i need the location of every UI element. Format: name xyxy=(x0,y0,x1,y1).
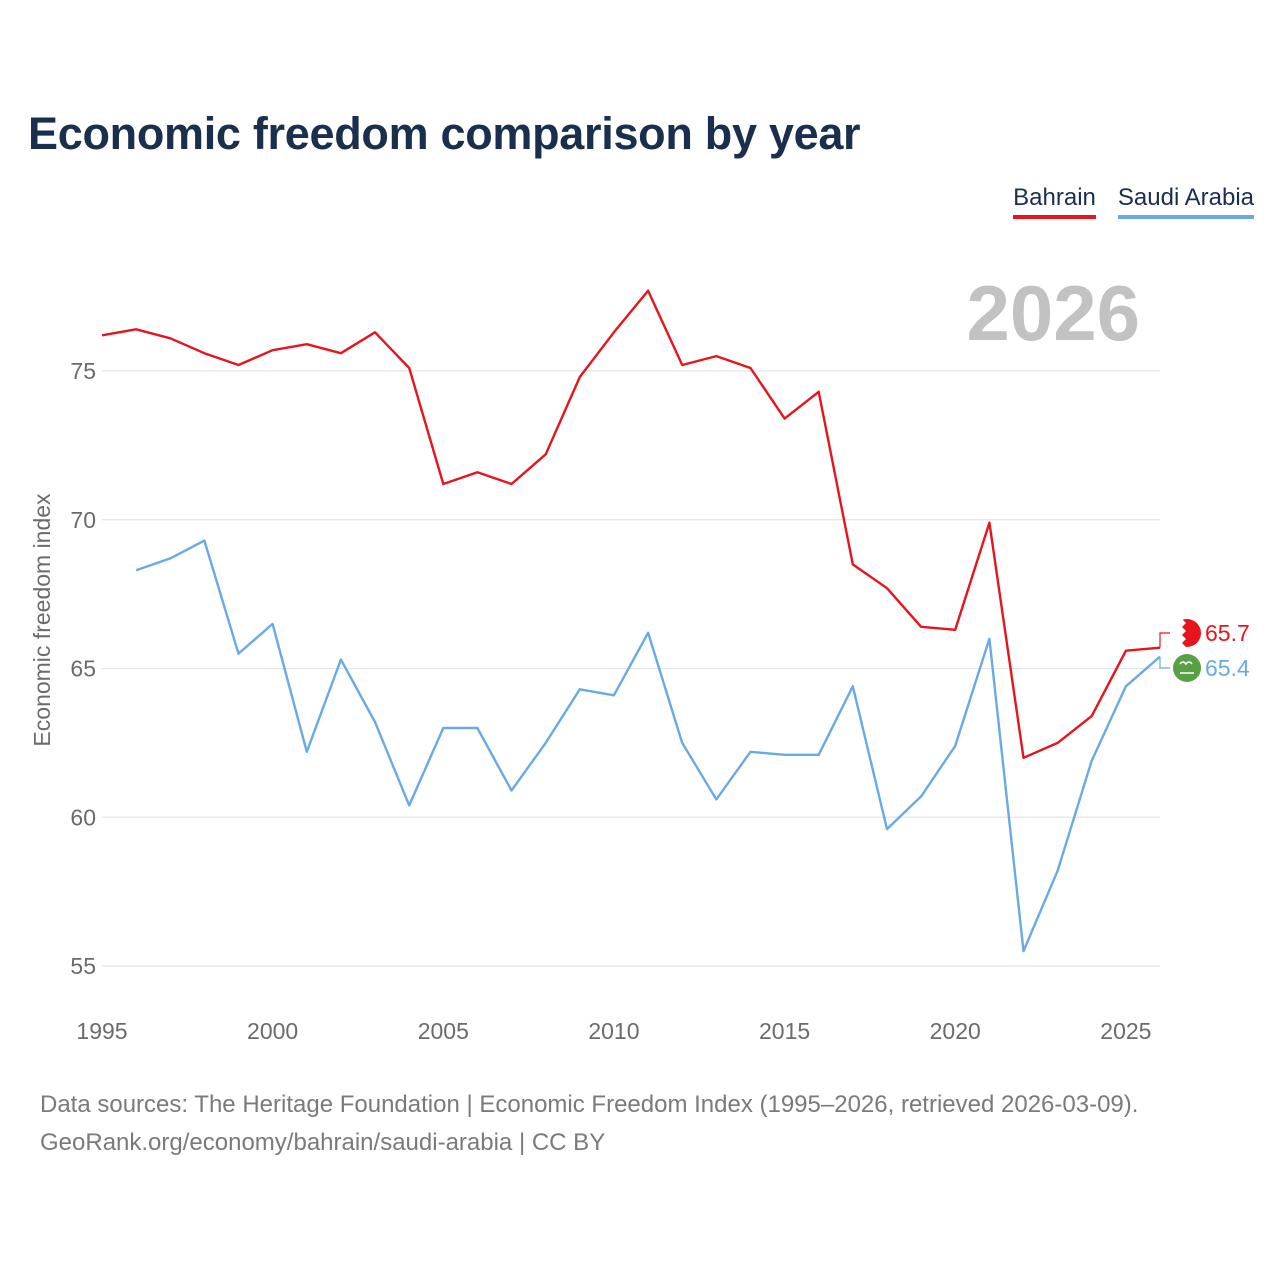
end-markers: 65.7 65.4 xyxy=(1159,619,1250,682)
y-axis-label: Economic freedom index xyxy=(29,493,55,747)
x-tick-2025: 2025 xyxy=(1100,1018,1151,1044)
x-tick-2020: 2020 xyxy=(930,1018,981,1044)
y-tick-60: 60 xyxy=(70,804,96,830)
chart-title: Economic freedom comparison by year xyxy=(28,108,861,159)
saudi-arabia-flag-icon xyxy=(1173,654,1201,682)
current-year-label: 2026 xyxy=(966,269,1140,357)
y-tick-55: 55 xyxy=(70,953,96,979)
end-leader-0 xyxy=(1159,632,1170,648)
legend-item-saudi-arabia[interactable]: Saudi Arabia xyxy=(1117,184,1254,219)
end-label-saudi-arabia: 65.4 xyxy=(1205,655,1250,681)
y-tick-65: 65 xyxy=(70,656,96,682)
footer: Data sources: The Heritage Foundation | … xyxy=(40,1086,1138,1162)
series-line-saudi-arabia xyxy=(135,539,1161,953)
line-chart: 2026 55 60 65 70 75 1995 2000 2005 2010 2015 2020… xyxy=(29,269,1250,1044)
y-tick-labels: 55 60 65 70 75 xyxy=(70,358,96,979)
legend: Bahrain Saudi Arabia xyxy=(1013,184,1254,219)
x-tick-2005: 2005 xyxy=(418,1018,469,1044)
y-tick-70: 70 xyxy=(70,507,96,533)
end-label-bahrain: 65.7 xyxy=(1205,620,1250,646)
series-line-bahrain xyxy=(101,289,1161,759)
grid-lines xyxy=(102,370,1160,967)
data-source-text: Data sources: The Heritage Foundation | … xyxy=(40,1091,1139,1118)
x-tick-2015: 2015 xyxy=(759,1018,810,1044)
end-leader-1 xyxy=(1159,656,1170,669)
attribution-text: GeoRank.org/economy/bahrain/saudi-arabia… xyxy=(40,1129,606,1156)
legend-item-bahrain[interactable]: Bahrain xyxy=(1013,184,1096,219)
x-tick-2010: 2010 xyxy=(588,1018,639,1044)
x-tick-2000: 2000 xyxy=(247,1018,298,1044)
x-tick-1995: 1995 xyxy=(76,1018,127,1044)
series-lines xyxy=(101,289,1161,953)
x-tick-labels: 1995 2000 2005 2010 2015 2020 2025 xyxy=(76,1018,1151,1044)
y-tick-75: 75 xyxy=(70,358,96,384)
bahrain-flag-icon xyxy=(1173,619,1201,647)
